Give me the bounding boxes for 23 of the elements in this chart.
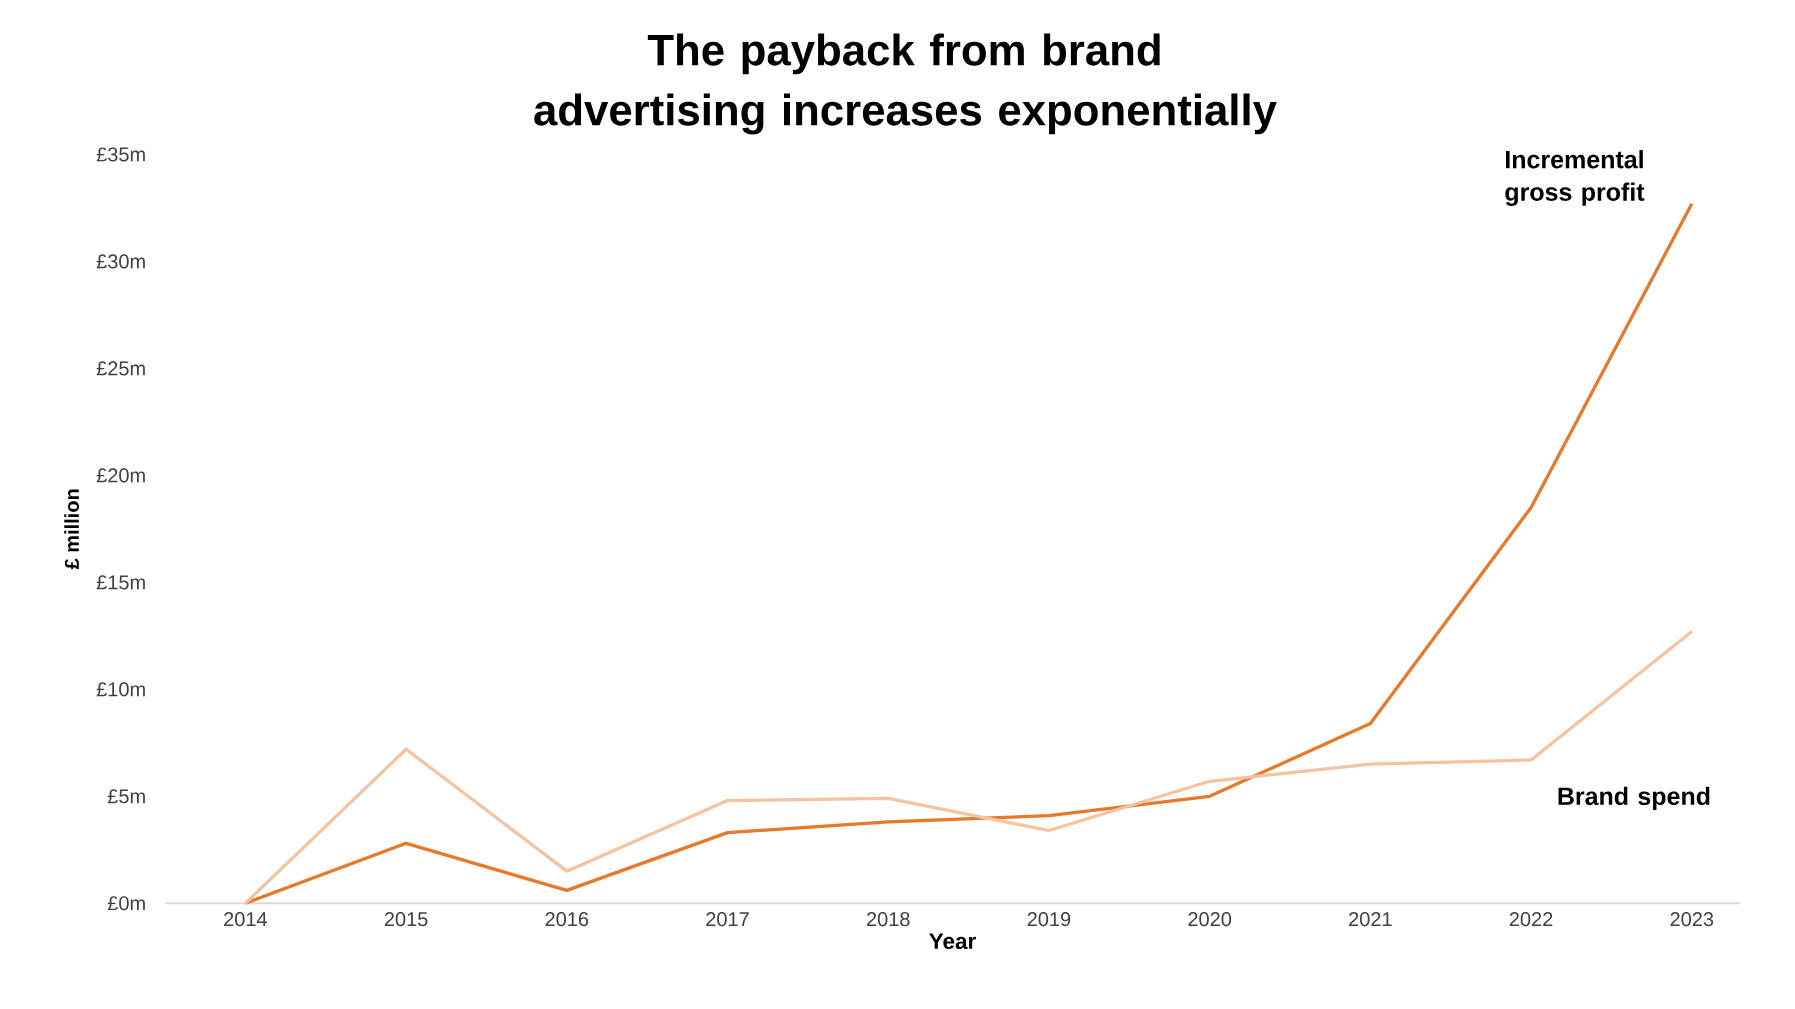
- y-tick-label: £15m: [96, 575, 145, 590]
- series-label: Incremental gross profit: [1505, 150, 1645, 206]
- y-tick-label: £10m: [96, 682, 145, 697]
- chart-title: The payback from brand advertising increases exponentially: [534, 33, 1277, 135]
- y-tick-label: £5m: [107, 789, 145, 804]
- y-tick-label: £0m: [107, 896, 145, 911]
- x-tick-label: 2023: [1670, 912, 1714, 927]
- x-tick-label: 2018: [866, 912, 910, 927]
- x-tick-label: 2014: [224, 912, 268, 927]
- x-tick-label: 2015: [384, 912, 428, 927]
- y-tick-label: £30m: [96, 254, 145, 269]
- series-label: Brand spend: [1558, 786, 1710, 811]
- x-axis-title: Year: [929, 933, 976, 950]
- x-tick-label: 2022: [1509, 912, 1553, 927]
- x-tick-label: 2021: [1349, 912, 1392, 927]
- y-tick-label: £25m: [96, 361, 145, 376]
- x-tick-label: 2016: [545, 912, 589, 927]
- x-tick-label: 2019: [1027, 912, 1071, 927]
- y-axis-title: £ million: [64, 489, 79, 570]
- x-tick-label: 2017: [706, 912, 749, 927]
- y-tick-label: £20m: [96, 468, 145, 483]
- x-tick-label: 2020: [1188, 912, 1232, 927]
- y-tick-label: £35m: [96, 147, 145, 162]
